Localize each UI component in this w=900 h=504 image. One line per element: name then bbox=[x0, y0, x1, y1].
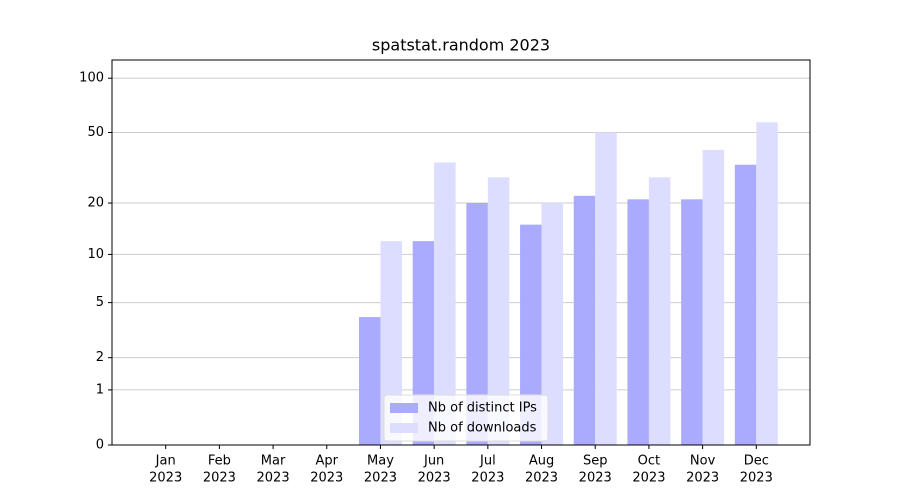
x-tick-label: Dec bbox=[744, 454, 769, 469]
x-tick-label: Mar bbox=[261, 454, 286, 469]
x-tick-label: 2023 bbox=[525, 471, 558, 486]
y-tick-label: 20 bbox=[87, 196, 104, 211]
x-tick-label: May bbox=[367, 454, 394, 469]
x-tick-label: 2023 bbox=[149, 471, 182, 486]
x-tick-label: 2023 bbox=[632, 471, 665, 486]
bar bbox=[573, 195, 596, 445]
bar bbox=[702, 149, 725, 445]
bar bbox=[412, 241, 435, 445]
y-tick-label: 5 bbox=[96, 295, 104, 310]
y-tick-label: 50 bbox=[87, 125, 104, 140]
x-tick-label: 2023 bbox=[740, 471, 773, 486]
legend: Nb of distinct IPs Nb of downloads bbox=[383, 394, 549, 442]
legend-box bbox=[383, 394, 549, 442]
x-tick-label: 2023 bbox=[471, 471, 504, 486]
x-tick-label: Jul bbox=[479, 454, 496, 469]
bar bbox=[648, 177, 671, 445]
x-tick-label: 2023 bbox=[579, 471, 612, 486]
bar bbox=[627, 199, 649, 445]
x-tick-label: 2023 bbox=[203, 471, 236, 486]
x-tick-label: Feb bbox=[208, 454, 231, 469]
x-tick-label: 2023 bbox=[257, 471, 290, 486]
x-tick-label: Sep bbox=[583, 454, 608, 469]
x-tick-label: Nov bbox=[690, 454, 716, 469]
legend-swatch bbox=[390, 423, 418, 433]
x-tick-label: 2023 bbox=[310, 471, 343, 486]
bar bbox=[734, 164, 757, 445]
bar bbox=[358, 317, 381, 445]
x-tick-label: Apr bbox=[316, 454, 339, 469]
legend-label: Nb of distinct IPs bbox=[428, 401, 537, 416]
bar bbox=[681, 199, 703, 445]
y-tick-label: 100 bbox=[79, 71, 104, 86]
y-tick-label: 10 bbox=[87, 247, 104, 262]
legend-swatch bbox=[390, 403, 418, 413]
legend-label: Nb of downloads bbox=[428, 421, 537, 436]
y-tick-label: 2 bbox=[96, 350, 104, 365]
x-tick-label: 2023 bbox=[686, 471, 719, 486]
bar bbox=[466, 203, 488, 445]
bar bbox=[487, 177, 510, 445]
bar bbox=[434, 162, 456, 445]
y-tick-label: 0 bbox=[96, 438, 104, 453]
bar bbox=[595, 132, 617, 445]
x-tick-label: 2023 bbox=[364, 471, 397, 486]
plot-frame bbox=[111, 59, 811, 446]
bar bbox=[541, 203, 564, 445]
y-tick-label: 1 bbox=[96, 382, 104, 397]
x-tick-label: Aug bbox=[529, 454, 554, 469]
bar bbox=[380, 241, 402, 445]
x-tick-label: 2023 bbox=[418, 471, 451, 486]
x-tick-label: Oct bbox=[638, 454, 660, 469]
x-tick-label: Jun bbox=[423, 454, 444, 469]
bar bbox=[756, 122, 778, 445]
x-tick-label: Jan bbox=[155, 454, 176, 469]
chart-title: spatstat.random 2023 bbox=[372, 36, 550, 55]
bar bbox=[520, 224, 542, 445]
